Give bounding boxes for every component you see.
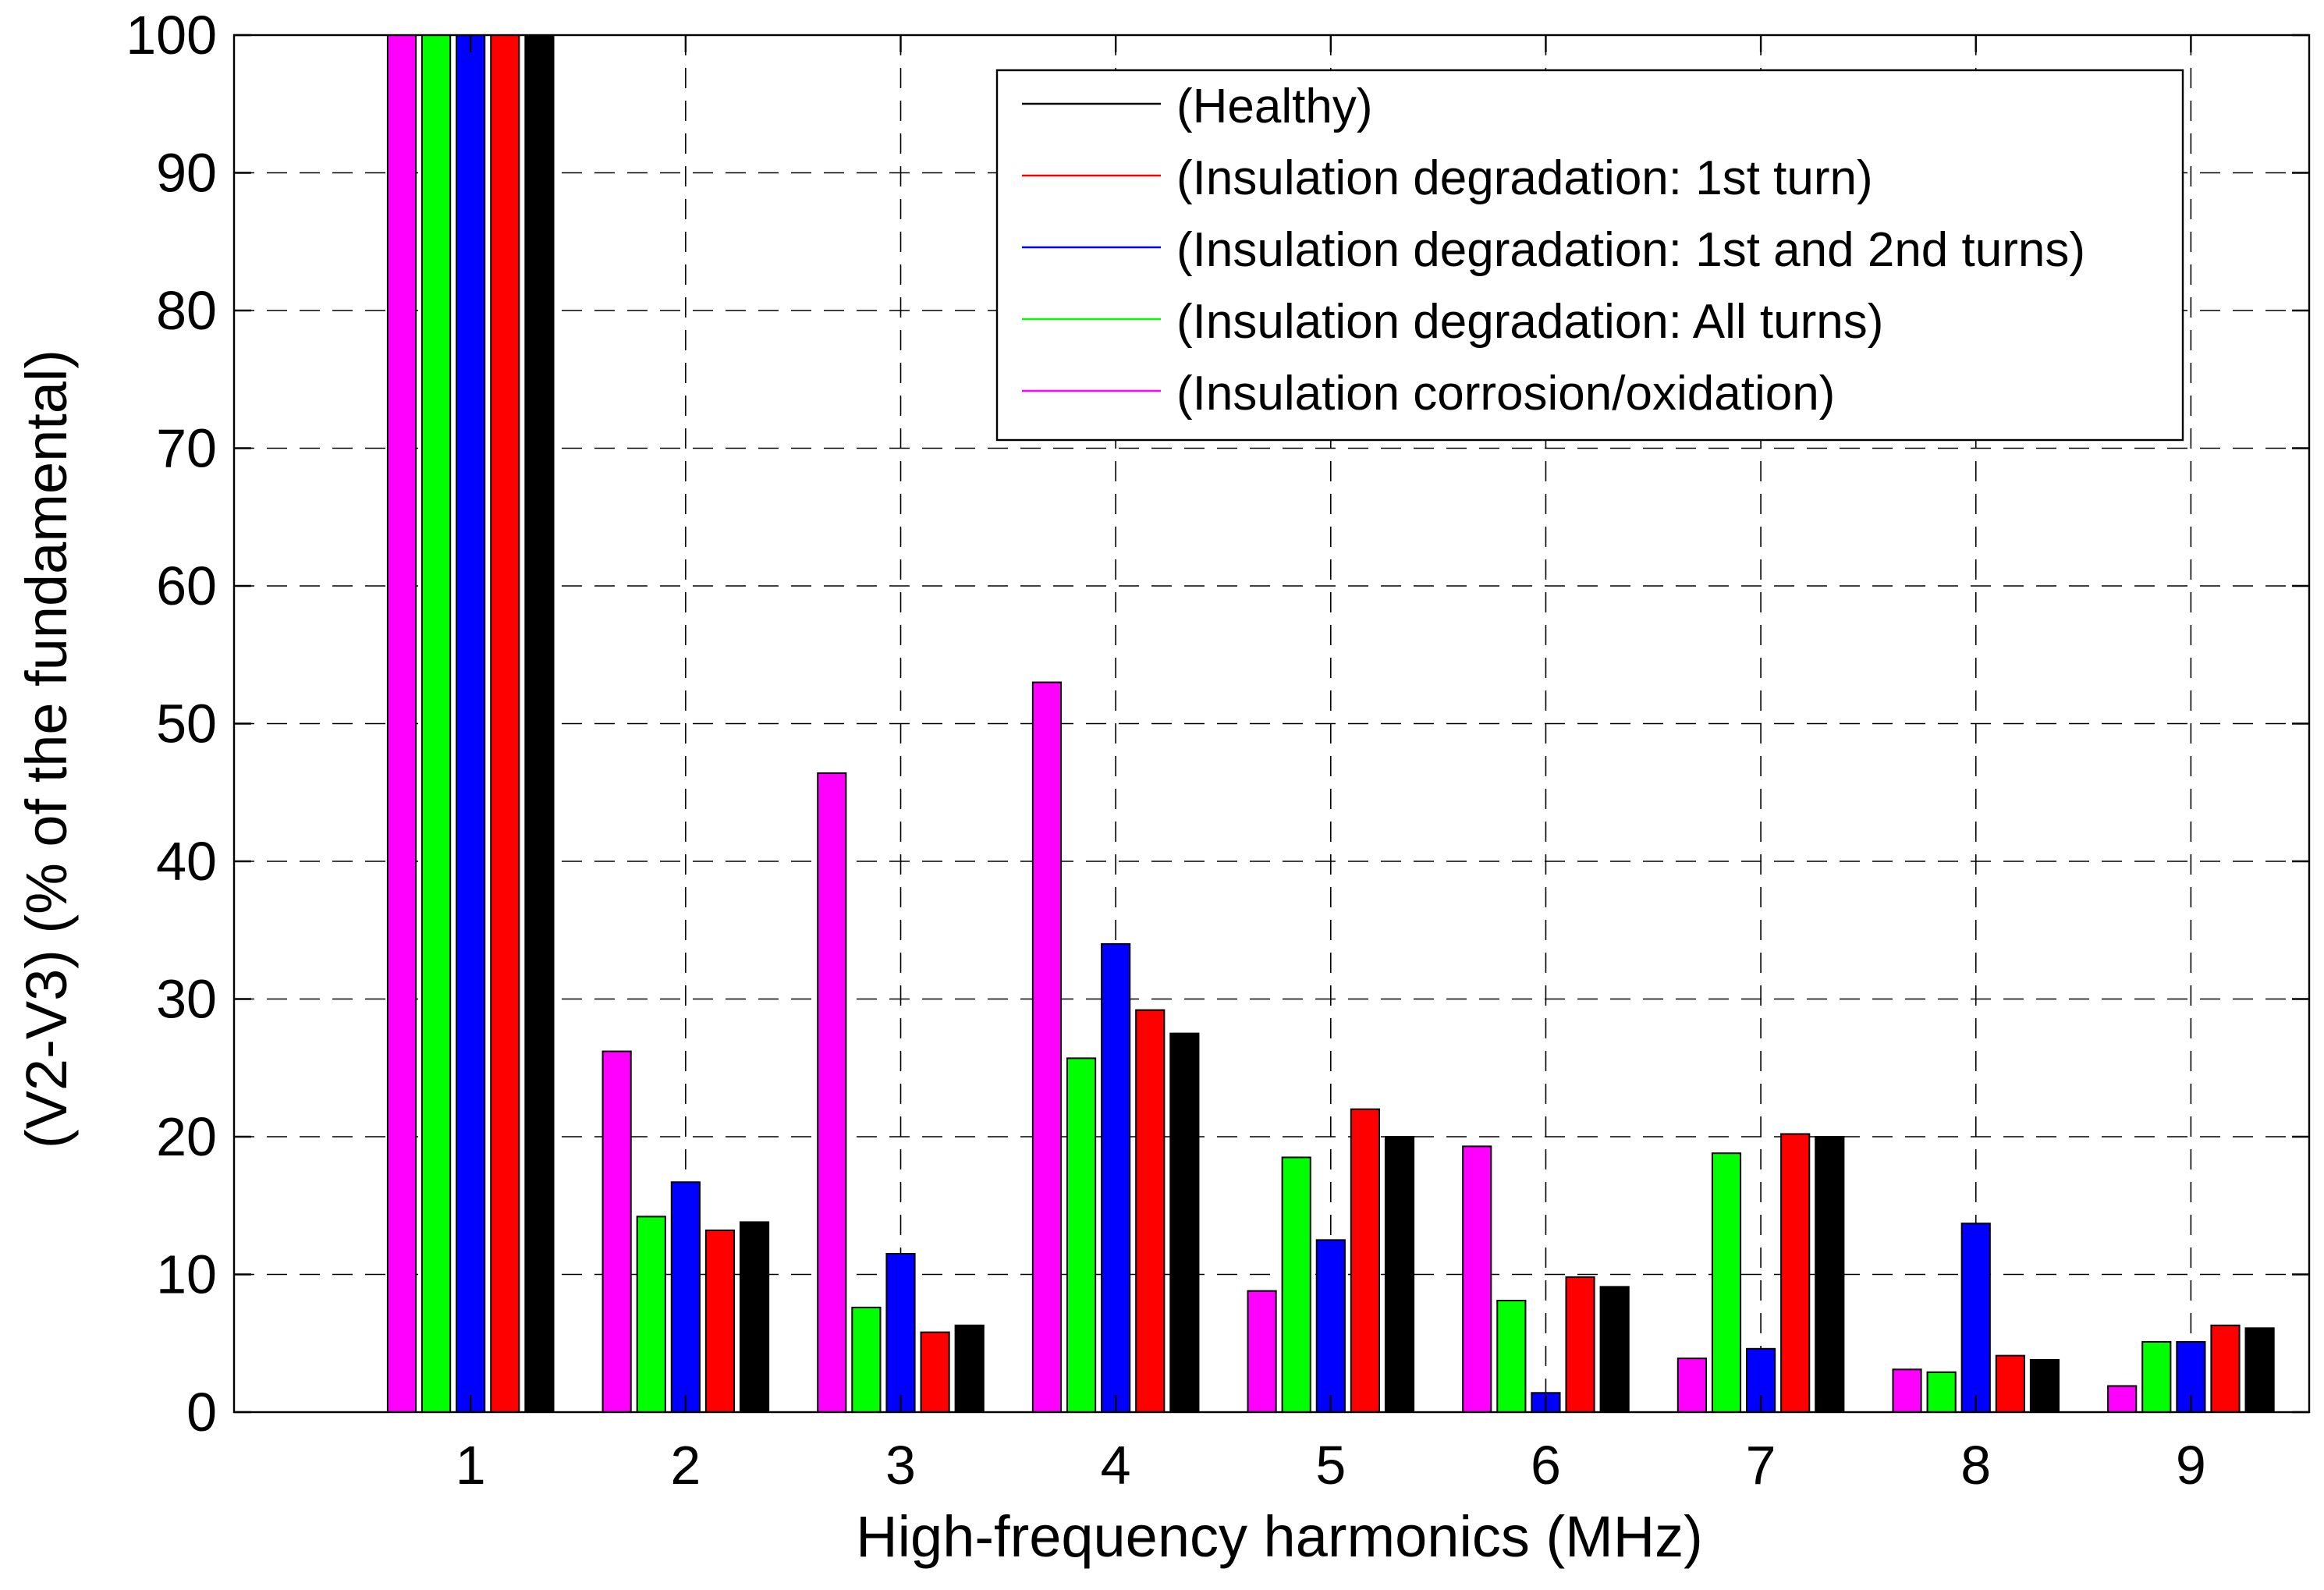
bar — [1462, 1145, 1492, 1413]
y-tick-label: 90 — [156, 143, 217, 204]
x-tick-label: 8 — [1960, 1435, 1991, 1496]
bar — [1101, 942, 1131, 1413]
y-tick-label: 20 — [156, 1106, 217, 1167]
bar — [1031, 681, 1063, 1413]
bar — [920, 1331, 950, 1414]
bar — [1247, 1290, 1277, 1414]
bar — [601, 1050, 632, 1413]
bar — [670, 1181, 701, 1413]
bar — [1169, 1032, 1200, 1413]
axes — [232, 34, 2311, 1414]
legend-label: (Healthy) — [1176, 80, 1373, 133]
x-tick-label: 1 — [456, 1435, 486, 1496]
bar — [817, 772, 847, 1413]
bar — [524, 34, 555, 1413]
bar — [386, 34, 417, 1413]
bar — [636, 1216, 666, 1413]
x-tick-label: 5 — [1315, 1435, 1346, 1496]
bar — [1995, 1354, 2025, 1414]
y-axis-label: (V2-V3) (% of the fundamental) — [14, 350, 79, 1148]
y-tick-label: 40 — [156, 831, 217, 892]
bar — [490, 34, 520, 1413]
bar — [739, 1221, 770, 1414]
bar — [456, 34, 486, 1413]
bar — [1815, 1136, 1845, 1413]
bar — [1066, 1057, 1097, 1414]
bar — [1496, 1300, 1527, 1414]
x-tick-label: 7 — [1746, 1435, 1776, 1496]
bar — [1780, 1133, 1811, 1413]
bar — [1315, 1239, 1346, 1413]
x-axis-label: High-frequency harmonics (MHz) — [856, 1504, 1703, 1569]
x-tick-label: 4 — [1101, 1435, 1131, 1496]
bar — [704, 1230, 736, 1414]
y-tick-label: 0 — [186, 1382, 217, 1443]
y-tick-label: 10 — [156, 1244, 217, 1305]
legend-label: (Insulation corrosion/oxidation) — [1176, 367, 1835, 421]
x-tick-label: 3 — [885, 1435, 916, 1496]
y-tick-label: 80 — [156, 280, 217, 341]
bar — [2141, 1340, 2172, 1413]
bar — [2107, 1385, 2138, 1413]
legend: (Healthy) (Insulation degradation: 1st tu… — [995, 69, 2184, 442]
bar — [2210, 1324, 2241, 1414]
bar — [1565, 1276, 1595, 1414]
bar — [1350, 1108, 1380, 1413]
bar — [421, 34, 452, 1413]
bar — [2244, 1327, 2275, 1413]
bars — [386, 34, 2275, 1414]
legend-label: (Insulation degradation: All turns) — [1176, 295, 1883, 349]
x-tick-label: 2 — [670, 1435, 701, 1496]
bar — [851, 1306, 882, 1413]
bar — [2029, 1358, 2060, 1414]
bar — [1281, 1156, 1311, 1413]
y-tick-label: 50 — [156, 694, 217, 754]
bar — [1960, 1223, 1991, 1413]
bar — [885, 1253, 916, 1414]
tick-labels: 0 10 20 30 40 50 60 70 80 90 100 1 2 3 4 5 6 7 8 9 — [126, 5, 2206, 1496]
legend-box — [995, 69, 2184, 442]
bar — [1926, 1371, 1957, 1413]
bar — [1676, 1358, 1707, 1414]
y-tick-label: 70 — [156, 418, 217, 479]
y-tick-label: 30 — [156, 969, 217, 1030]
bar — [954, 1324, 985, 1414]
legend-label: (Insulation degradation: 1st turn) — [1176, 151, 1873, 205]
y-tick-label: 60 — [156, 555, 217, 616]
x-tick-label: 9 — [2176, 1435, 2206, 1496]
bar — [1599, 1286, 1630, 1414]
bar — [1384, 1136, 1415, 1413]
bar — [1892, 1368, 1922, 1414]
legend-label: (Insulation degradation: 1st and 2nd tur… — [1176, 223, 2085, 277]
x-tick-label: 6 — [1531, 1435, 1561, 1496]
bar — [1135, 1009, 1166, 1413]
y-tick-label: 100 — [126, 5, 217, 66]
bar — [1711, 1152, 1742, 1414]
